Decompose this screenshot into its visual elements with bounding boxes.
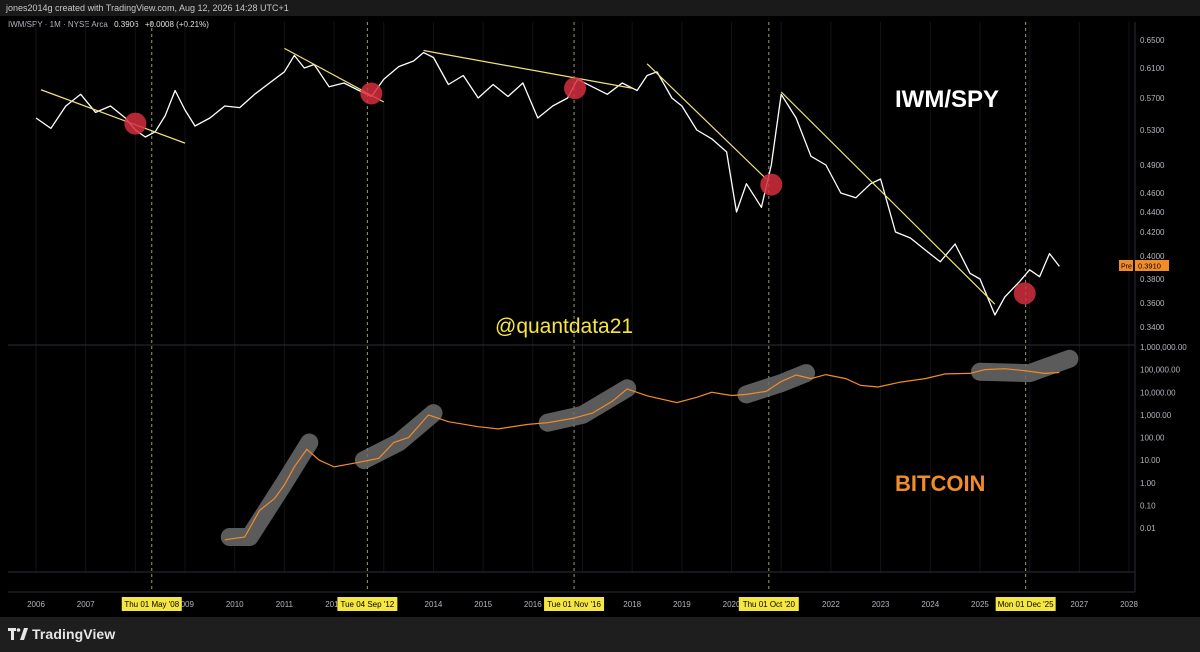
- signal-circle: [564, 77, 587, 100]
- price-change: +0.0008 (+0.21%): [144, 20, 209, 29]
- price-tag-value: 0.3910: [1138, 262, 1161, 271]
- date-marker-lines: [151, 22, 1027, 592]
- date-marker-label: Thu 01 Oct '20: [743, 600, 796, 609]
- bitcoin-tick-label: 100,000.00: [1140, 366, 1181, 375]
- bitcoin-tick-label: 1,000.00: [1140, 411, 1172, 420]
- price-tag-prefix: Pre: [1121, 264, 1132, 271]
- bitcoin-tick-label: 10.00: [1140, 456, 1161, 465]
- date-marker-tag: [337, 597, 398, 611]
- bitcoin-tick-label: 0.01: [1140, 524, 1156, 533]
- bitcoin-price-axis: 1,000,000.00 100,000.00 10,000.00 1,000.00 1…: [1140, 343, 1187, 533]
- year-tick-label: 2010: [226, 600, 244, 609]
- year-tick-label: 2012: [325, 600, 343, 609]
- ratio-tick-label: 0.3800: [1140, 275, 1165, 284]
- year-tick-label: 2020: [723, 600, 741, 609]
- tradingview-logo-icon: [8, 628, 28, 640]
- grid-layer: [35, 22, 1130, 572]
- bitcoin-highlight-band: [538, 379, 637, 432]
- year-tick-label: 2024: [921, 600, 939, 609]
- ratio-tick-label: 0.5300: [1140, 126, 1165, 135]
- handle-watermark: @quantdata21: [495, 315, 633, 338]
- trendline[interactable]: [423, 49, 633, 89]
- footer-bar: TradingView: [0, 617, 1200, 652]
- year-tick-label: 2022: [822, 600, 840, 609]
- year-tick-label: 2006: [27, 600, 45, 609]
- signal-circle: [360, 82, 383, 105]
- bitcoin-highlight-band: [737, 364, 816, 404]
- chart-canvas[interactable]: 0.6500 0.6100 0.5700 0.5300 0.4900 0.4600 0.44…: [0, 16, 1200, 617]
- year-tick-label: 2016: [524, 600, 542, 609]
- ratio-tick-label: 0.5700: [1140, 94, 1165, 103]
- date-marker-label: Mon 01 Dec '25: [998, 600, 1054, 609]
- ratio-tick-label: 0.6100: [1140, 64, 1165, 73]
- date-marker-tags: Thu 01 May '08 Tue 04 Sep '12 Tue 01 Nov '…: [121, 597, 1056, 611]
- ratio-tick-label: 0.4200: [1140, 228, 1165, 237]
- signal-circle: [1013, 282, 1036, 305]
- bitcoin-highlight-band: [971, 349, 1079, 383]
- ratio-price-axis: 0.6500 0.6100 0.5700 0.5300 0.4900 0.4600 0.44…: [1140, 36, 1165, 332]
- date-marker-tag: [995, 597, 1056, 611]
- bitcoin-series-layer: [224, 368, 1060, 541]
- trendline[interactable]: [646, 63, 767, 180]
- ratio-tick-label: 0.4400: [1140, 208, 1165, 217]
- year-tick-label: 2023: [872, 600, 890, 609]
- created-by-header: jones2014g created with TradingView.com,…: [0, 0, 1200, 16]
- date-marker-tag: [544, 597, 605, 611]
- date-marker-tag: [738, 597, 799, 611]
- ratio-series-layer: [35, 51, 1060, 316]
- trendline[interactable]: [780, 91, 996, 305]
- bitcoin-tick-label: 100.00: [1140, 434, 1165, 443]
- iwm-spy-label: IWM/SPY: [895, 86, 999, 113]
- bitcoin-tick-label: 0.10: [1140, 501, 1156, 510]
- date-marker-label: Tue 01 Nov '16: [547, 600, 601, 609]
- year-tick-label: 2015: [474, 600, 492, 609]
- symbol-text[interactable]: IWM/SPY · 1M · NYSE Arca: [8, 20, 108, 29]
- year-tick-label: 2028: [1120, 600, 1138, 609]
- last-price: 0.3906: [114, 20, 139, 29]
- ratio-tick-label: 0.4900: [1140, 161, 1165, 170]
- tradingview-logo[interactable]: TradingView: [8, 625, 115, 643]
- trendline[interactable]: [40, 89, 186, 144]
- signal-circle: [124, 112, 147, 135]
- ratio-tick-label: 0.6500: [1140, 36, 1165, 45]
- tradingview-brand: TradingView: [32, 626, 116, 642]
- bitcoin-highlight-band: [354, 404, 443, 470]
- symbol-info-bar: IWM/SPY · 1M · NYSE Arca 0.3906 +0.0008 …: [8, 20, 209, 29]
- trendline-layer: [40, 47, 996, 305]
- signal-circle-layer: [124, 77, 1036, 305]
- ratio-tick-label: 0.3400: [1140, 323, 1165, 332]
- ratio-tick-label: 0.4000: [1140, 252, 1165, 261]
- price-tag-prefix-box: [1119, 260, 1133, 271]
- bitcoin-tick-label: 1,000,000.00: [1140, 343, 1187, 352]
- date-marker-label: Thu 01 May '08: [124, 600, 179, 609]
- bitcoin-highlight-layer: [220, 349, 1079, 546]
- bitcoin-highlight-band: [220, 433, 319, 546]
- bitcoin-tick-label: 10,000.00: [1140, 388, 1176, 397]
- bitcoin-tick-label: 1.00: [1140, 479, 1156, 488]
- iwm-spy-ratio-line[interactable]: [35, 51, 1060, 316]
- price-tag-value-box: [1135, 260, 1169, 271]
- ratio-tick-label: 0.3600: [1140, 299, 1165, 308]
- last-price-tag: Pre 0.3910: [1119, 260, 1169, 271]
- year-tick-label: 2014: [425, 600, 443, 609]
- year-tick-label: 2007: [77, 600, 95, 609]
- ratio-tick-label: 0.4600: [1140, 189, 1165, 198]
- bitcoin-label: BITCOIN: [895, 471, 985, 496]
- year-tick-label: 2009: [176, 600, 194, 609]
- year-tick-label: 2019: [673, 600, 691, 609]
- year-tick-label: 2027: [1070, 600, 1088, 609]
- created-by-text: jones2014g created with TradingView.com,…: [6, 3, 289, 13]
- date-marker-label: Tue 04 Sep '12: [341, 600, 395, 609]
- year-tick-label: 2025: [971, 600, 989, 609]
- year-tick-label: 2018: [623, 600, 641, 609]
- date-marker-tag: [121, 597, 182, 611]
- year-tick-label: 2011: [276, 600, 294, 609]
- signal-circle: [760, 173, 783, 196]
- bitcoin-price-line[interactable]: [224, 368, 1060, 541]
